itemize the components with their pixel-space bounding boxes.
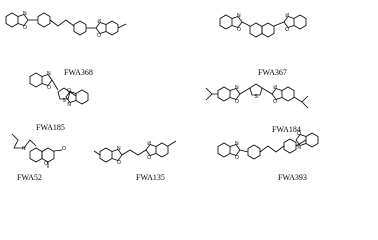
figure: NO S FWA368 FWA367 FWA185 FWA184 N (5, 10, 319, 182)
compound-label: FWA184 (272, 125, 301, 134)
structure-fwa52: N O O FWA52 (11, 133, 66, 182)
svg-text:O: O (44, 161, 48, 167)
compound-label: FWA367 (258, 68, 287, 77)
structure-fwa135: FWA135 (93, 140, 177, 182)
compound-label: FWA185 (36, 123, 65, 132)
structure-fwa184: FWA184 (205, 83, 309, 134)
compound-label: FWA393 (278, 173, 307, 182)
structure-fwa185: FWA185 (29, 70, 89, 132)
compound-label: FWA52 (17, 173, 42, 182)
structure-fwa368: FWA368 (5, 10, 127, 77)
svg-text:N: N (22, 146, 26, 152)
svg-text:O: O (62, 146, 66, 152)
structure-fwa393: FWA393 (217, 128, 319, 182)
compound-label: FWA368 (64, 68, 93, 77)
structure-fwa367: FWA367 (219, 12, 307, 77)
compound-label: FWA135 (136, 173, 165, 182)
